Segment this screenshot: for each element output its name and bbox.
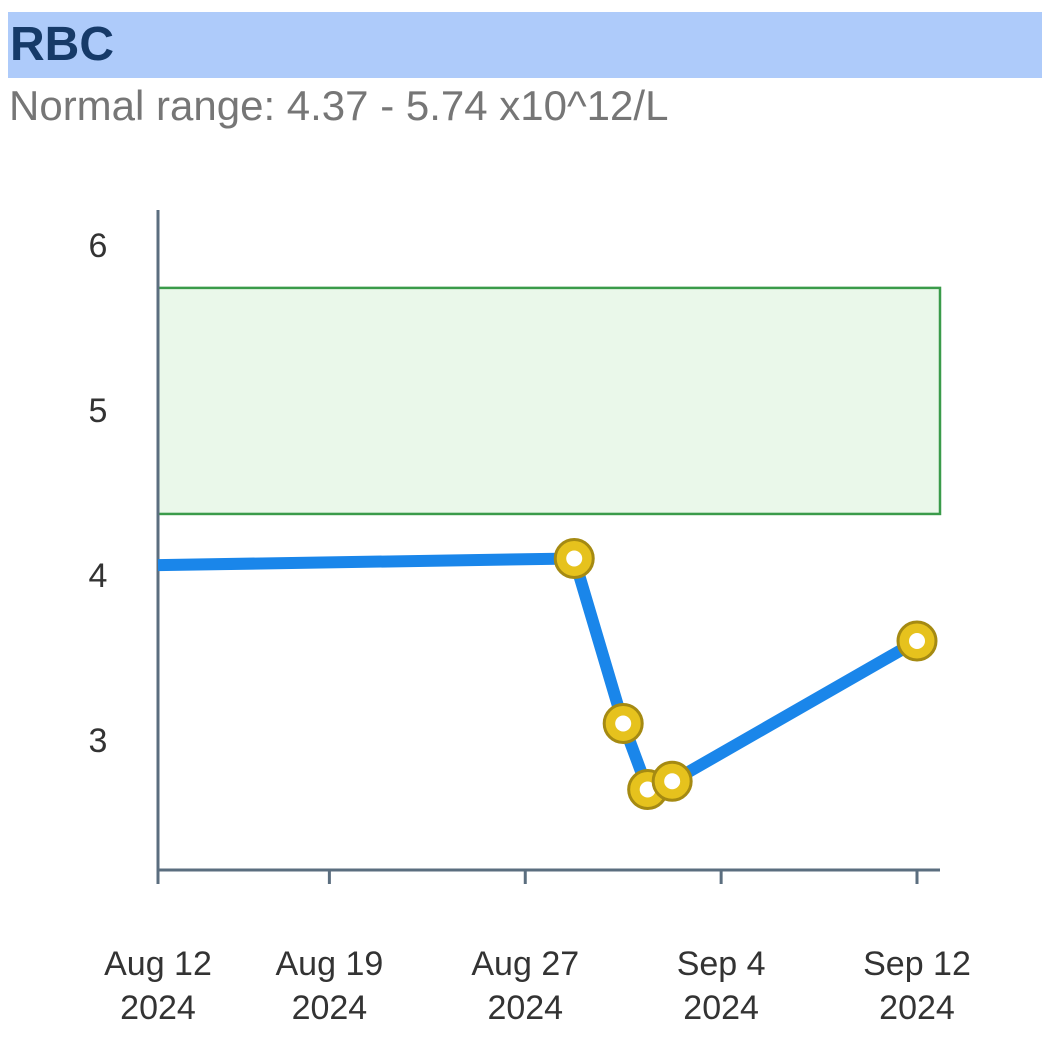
x-tick-label-line: 2024 (120, 989, 196, 1027)
x-tick-label-line: Sep 4 (677, 945, 766, 983)
data-point[interactable] (651, 760, 693, 802)
chart-title: RBC (10, 18, 114, 71)
chart-title-bar: RBC (8, 12, 1042, 78)
x-tick-label-line: 2024 (292, 989, 368, 1027)
y-tick-label: 5 (89, 392, 108, 430)
data-point[interactable] (602, 703, 644, 744)
data-point[interactable] (896, 620, 938, 662)
x-tick-label: Sep 4 2024 (677, 945, 766, 1027)
data-point-center (664, 773, 681, 790)
data-point-center (909, 633, 925, 649)
x-tick-label-line: 2024 (683, 989, 759, 1027)
y-tick-label: 6 (89, 227, 108, 265)
y-tick-label: 4 (89, 557, 108, 595)
y-tick-label: 3 (89, 722, 108, 760)
x-tick-label: Aug 19 2024 (276, 945, 384, 1027)
normal-range-band (156, 286, 942, 516)
normal-range-subtitle: Normal range: 4.37 - 5.74 x10^12/L (9, 82, 669, 129)
x-tick-label-line: Aug 12 (104, 945, 212, 983)
data-point-center (615, 715, 632, 732)
x-tick-label: Aug 27 2024 (471, 945, 579, 1027)
rbc-series-line (157, 552, 920, 796)
x-tick-label-line: 2024 (487, 989, 563, 1027)
data-point-center (639, 781, 656, 798)
x-tick-label-line: Aug 27 (471, 945, 579, 983)
x-tick-label: Sep 12 2024 (863, 945, 971, 1027)
x-tick-label-line: Sep 12 (863, 945, 971, 983)
data-point[interactable] (553, 538, 595, 579)
x-tick-label-line: 2024 (879, 989, 955, 1027)
x-tick-label: Aug 12 2024 (104, 945, 212, 1027)
x-tick-label-line: Aug 19 (276, 945, 384, 983)
data-point-center (566, 550, 583, 567)
